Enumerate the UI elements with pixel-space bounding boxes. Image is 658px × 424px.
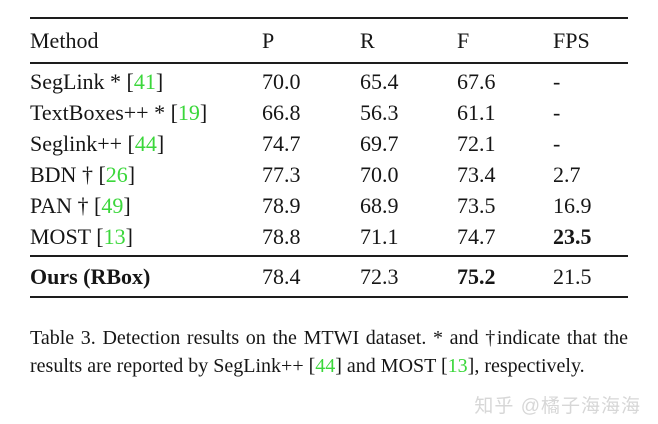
- p-value: 74.7: [262, 130, 301, 156]
- r-value: 69.7: [360, 130, 399, 156]
- method-label: MOST [: [30, 223, 104, 249]
- table-row: MOST [13] 78.8 71.1 74.7 23.5: [30, 221, 628, 252]
- method-label: TextBoxes++ * [: [30, 99, 178, 125]
- citation-number: 13: [103, 223, 126, 249]
- p-value: 66.8: [262, 99, 301, 125]
- citation-number: 49: [101, 192, 124, 218]
- fps-value: 2.7: [553, 161, 581, 187]
- table-body: SegLink * [41] 70.0 65.4 67.6 - TextBoxe…: [30, 64, 628, 255]
- f-value: 75.2: [457, 263, 496, 289]
- citation-number: 19: [177, 99, 200, 125]
- r-value: 70.0: [360, 161, 399, 187]
- f-value: 61.1: [457, 99, 496, 125]
- method-label: Seglink++ [: [30, 130, 135, 156]
- table-bottom-rule: [30, 296, 628, 298]
- citation-number: 41: [133, 68, 156, 94]
- r-value: 71.1: [360, 223, 399, 249]
- p-value: 70.0: [262, 68, 301, 94]
- table-row: BDN † [26] 77.3 70.0 73.4 2.7: [30, 159, 628, 190]
- method-label: PAN † [: [30, 192, 102, 218]
- method-label: SegLink * [: [30, 68, 134, 94]
- method-label: BDN † [: [30, 161, 106, 187]
- citation-number: 13: [447, 355, 468, 377]
- fps-value: 16.9: [553, 192, 592, 218]
- p-value: 78.8: [262, 223, 301, 249]
- r-value: 56.3: [360, 99, 399, 125]
- table-header-rule: [30, 62, 628, 64]
- caption-text: ] and MOST [: [335, 355, 448, 377]
- fps-value: -: [553, 130, 561, 156]
- caption-text: Table 3. Detection results on the MTWI d…: [30, 327, 628, 377]
- p-value: 78.4: [262, 263, 301, 289]
- citation-number: 44: [315, 355, 336, 377]
- fps-value: -: [553, 99, 561, 125]
- column-header-method: Method: [30, 27, 99, 53]
- column-header-f: F: [457, 27, 470, 53]
- method-cell: TextBoxes++ * [19]: [30, 100, 262, 126]
- f-value: 72.1: [457, 130, 496, 156]
- method-label-suffix: ]: [125, 223, 133, 249]
- fps-value: 21.5: [553, 263, 592, 289]
- citation-number: 26: [105, 161, 128, 187]
- column-header-p: P: [262, 27, 275, 53]
- method-label-suffix: ]: [199, 99, 208, 125]
- method-cell: BDN † [26]: [30, 162, 262, 188]
- table-row-ours: Ours (RBox) 78.4 72.3 75.2 21.5: [30, 257, 628, 296]
- method-label-suffix: ]: [127, 161, 136, 187]
- method-label-suffix: ]: [123, 192, 131, 218]
- r-value: 72.3: [360, 263, 399, 289]
- table-header-row: Method P R F FPS: [30, 19, 628, 62]
- table-row: Seglink++ [44] 74.7 69.7 72.1 -: [30, 128, 628, 159]
- f-value: 73.4: [457, 161, 496, 187]
- table-row: TextBoxes++ * [19] 66.8 56.3 61.1 -: [30, 97, 628, 128]
- method-cell: Seglink++ [44]: [30, 131, 262, 157]
- p-value: 78.9: [262, 192, 301, 218]
- method-cell: SegLink * [41]: [30, 69, 262, 95]
- table-row: SegLink * [41] 70.0 65.4 67.6 -: [30, 66, 628, 97]
- results-table: Method P R F FPS SegLink * [41] 70.0 65.…: [30, 17, 628, 298]
- table-top-rule: [30, 17, 628, 19]
- table-row: PAN † [49] 78.9 68.9 73.5 16.9: [30, 190, 628, 221]
- column-header-r: R: [360, 27, 375, 53]
- fps-value: 23.5: [553, 223, 592, 249]
- r-value: 68.9: [360, 192, 399, 218]
- r-value: 65.4: [360, 68, 399, 94]
- method-label-suffix: ]: [155, 68, 164, 94]
- column-header-fps: FPS: [553, 27, 590, 53]
- f-value: 74.7: [457, 223, 496, 249]
- citation-number: 44: [134, 130, 157, 156]
- method-cell: PAN † [49]: [30, 193, 262, 219]
- table-mid-rule: [30, 255, 628, 257]
- table-caption: Table 3. Detection results on the MTWI d…: [30, 324, 628, 380]
- method-label-suffix: ]: [156, 130, 165, 156]
- method-cell: Ours (RBox): [30, 263, 151, 289]
- f-value: 67.6: [457, 68, 496, 94]
- fps-value: -: [553, 68, 561, 94]
- p-value: 77.3: [262, 161, 301, 187]
- caption-text: ], respectively.: [467, 355, 585, 377]
- method-cell: MOST [13]: [30, 224, 262, 250]
- watermark: 知乎 @橘子海海海: [474, 396, 641, 417]
- f-value: 73.5: [457, 192, 496, 218]
